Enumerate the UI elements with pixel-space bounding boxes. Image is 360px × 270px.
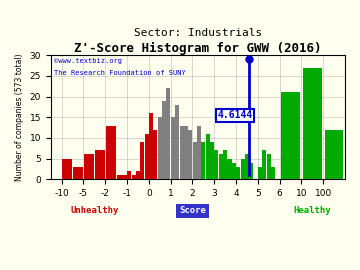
Bar (206, 134, 210, 179)
Text: ©www.textbiz.org: ©www.textbiz.org (54, 58, 122, 63)
Bar (95, 150, 105, 179)
Text: 4.6144: 4.6144 (218, 110, 253, 120)
Bar (153, 130, 157, 179)
Bar (258, 167, 262, 179)
Text: Healthy: Healthy (293, 206, 331, 215)
Bar (166, 88, 171, 179)
Text: The Research Foundation of SUNY: The Research Foundation of SUNY (54, 70, 185, 76)
Bar (188, 130, 192, 179)
Bar (232, 163, 236, 179)
Bar (117, 175, 126, 179)
Text: Sector: Industrials: Sector: Industrials (134, 28, 262, 38)
Bar (184, 126, 188, 179)
Bar (127, 171, 131, 179)
Bar (140, 142, 144, 179)
Y-axis label: Number of companies (573 total): Number of companies (573 total) (15, 53, 24, 181)
Bar (193, 142, 197, 179)
Text: Score: Score (179, 206, 206, 215)
Bar (171, 117, 175, 179)
Bar (149, 113, 153, 179)
Bar (219, 154, 223, 179)
Bar (180, 126, 184, 179)
Bar (245, 154, 249, 179)
Bar (271, 167, 275, 179)
Bar (136, 171, 140, 179)
Bar (84, 154, 94, 179)
Bar (162, 101, 166, 179)
Bar (249, 163, 253, 179)
Bar (228, 159, 231, 179)
Bar (62, 159, 72, 179)
Bar (210, 142, 214, 179)
Bar (73, 167, 83, 179)
Bar (267, 154, 271, 179)
Bar (158, 117, 162, 179)
Bar (197, 126, 201, 179)
Bar (281, 92, 300, 179)
Bar (175, 105, 179, 179)
Bar (303, 68, 321, 179)
Bar (236, 167, 240, 179)
Bar (131, 175, 136, 179)
Bar (215, 150, 219, 179)
Bar (325, 130, 343, 179)
Bar (223, 150, 227, 179)
Bar (240, 159, 244, 179)
Bar (106, 126, 116, 179)
Bar (201, 142, 205, 179)
Bar (262, 150, 266, 179)
Title: Z'-Score Histogram for GWW (2016): Z'-Score Histogram for GWW (2016) (74, 42, 321, 55)
Bar (145, 134, 149, 179)
Text: Unhealthy: Unhealthy (70, 206, 118, 215)
